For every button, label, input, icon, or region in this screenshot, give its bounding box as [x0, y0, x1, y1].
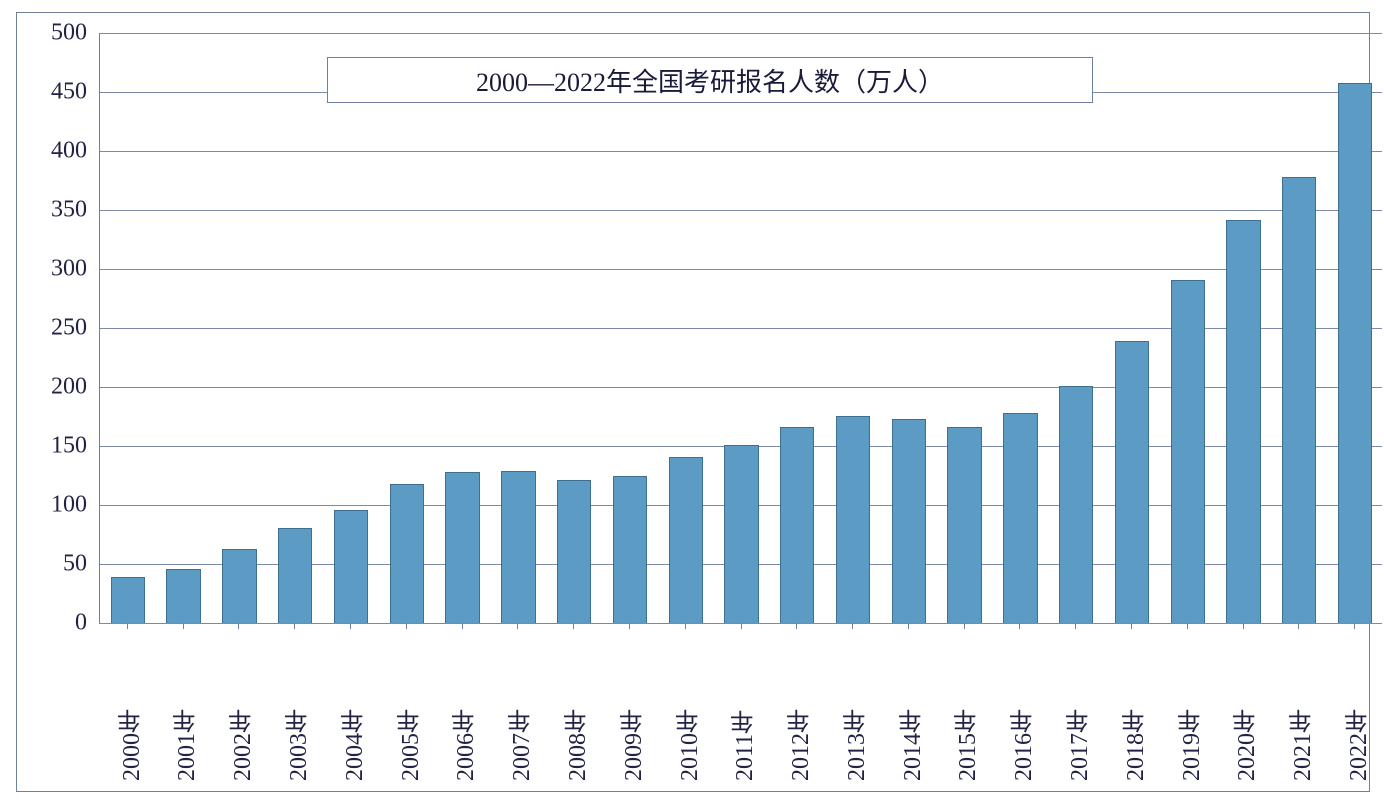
x-tick-mark [629, 623, 630, 629]
x-tick-mark [1354, 623, 1355, 629]
x-tick-label: 2003年 [281, 631, 316, 781]
bar [557, 480, 591, 623]
x-tick-label: 2000年 [114, 631, 149, 781]
bar [390, 484, 424, 623]
x-tick-label: 2015年 [950, 631, 985, 781]
bar [669, 457, 703, 623]
x-tick-mark [294, 623, 295, 629]
y-tick-label: 350 [51, 197, 87, 224]
x-tick-mark [517, 623, 518, 629]
x-tick-mark [1298, 623, 1299, 629]
x-tick-label: 2016年 [1006, 631, 1041, 781]
bar [1003, 413, 1037, 623]
x-tick-label: 2013年 [839, 631, 874, 781]
bar [222, 549, 256, 623]
x-tick-mark [685, 623, 686, 629]
bar [1226, 220, 1260, 623]
x-tick-label: 2019年 [1174, 631, 1209, 781]
x-tick-mark [796, 623, 797, 629]
x-tick-mark [908, 623, 909, 629]
bar [613, 476, 647, 623]
y-tick-label: 300 [51, 256, 87, 283]
y-tick-label: 450 [51, 79, 87, 106]
x-tick-label: 2018年 [1118, 631, 1153, 781]
x-tick-mark [964, 623, 965, 629]
x-tick-mark [183, 623, 184, 629]
x-tick-mark [350, 623, 351, 629]
x-tick-mark [1243, 623, 1244, 629]
x-tick-label: 2009年 [616, 631, 651, 781]
x-tick-label: 2012年 [783, 631, 818, 781]
bar [724, 445, 758, 623]
y-tick-label: 0 [75, 610, 87, 637]
chart-container: 0 50 100 150 200 250 300 350 400 450 500 2000年 2001年… [16, 12, 1370, 792]
x-tick-label: 2014年 [895, 631, 930, 781]
plot-area [99, 33, 1382, 623]
x-tick-label: 2005年 [393, 631, 428, 781]
bar [1059, 386, 1093, 623]
x-tick-mark [1019, 623, 1020, 629]
x-tick-mark [852, 623, 853, 629]
y-tick-label: 150 [51, 433, 87, 460]
x-tick-label: 2020年 [1229, 631, 1264, 781]
bar [445, 472, 479, 623]
bar [1338, 83, 1372, 623]
x-tick-mark [238, 623, 239, 629]
x-tick-mark [406, 623, 407, 629]
bar [1282, 177, 1316, 623]
bar [278, 528, 312, 623]
x-tick-mark [127, 623, 128, 629]
y-tick-label: 250 [51, 315, 87, 342]
x-tick-mark [462, 623, 463, 629]
x-tick-label: 2002年 [225, 631, 260, 781]
chart-title: 2000—2022年全国考研报名人数（万人） [327, 57, 1093, 103]
x-tick-label: 2004年 [337, 631, 372, 781]
y-tick-label: 400 [51, 138, 87, 165]
x-tick-label: 2022年 [1341, 631, 1376, 781]
x-tick-label: 2011年 [727, 631, 762, 781]
y-tick-label: 100 [51, 492, 87, 519]
bar [947, 427, 981, 623]
bar [334, 510, 368, 623]
bar [1171, 280, 1205, 623]
x-tick-label: 2010年 [672, 631, 707, 781]
x-tick-label: 2001年 [169, 631, 204, 781]
y-tick-label: 50 [63, 551, 87, 578]
x-tick-label: 2006年 [448, 631, 483, 781]
bar [892, 419, 926, 623]
bars-layer [99, 33, 1382, 623]
y-tick-label: 200 [51, 374, 87, 401]
bar [166, 569, 200, 623]
x-tick-mark [1075, 623, 1076, 629]
x-tick-mark [1187, 623, 1188, 629]
x-tick-mark [1131, 623, 1132, 629]
x-tick-label: 2008年 [560, 631, 595, 781]
bar [111, 577, 145, 623]
x-tick-mark [573, 623, 574, 629]
x-tick-mark [741, 623, 742, 629]
y-tick-label: 500 [51, 20, 87, 47]
bar [501, 471, 535, 623]
x-tick-label: 2021年 [1285, 631, 1320, 781]
x-tick-label: 2017年 [1062, 631, 1097, 781]
bar [780, 427, 814, 623]
x-tick-label: 2007年 [504, 631, 539, 781]
bar [836, 416, 870, 624]
bar [1115, 341, 1149, 623]
